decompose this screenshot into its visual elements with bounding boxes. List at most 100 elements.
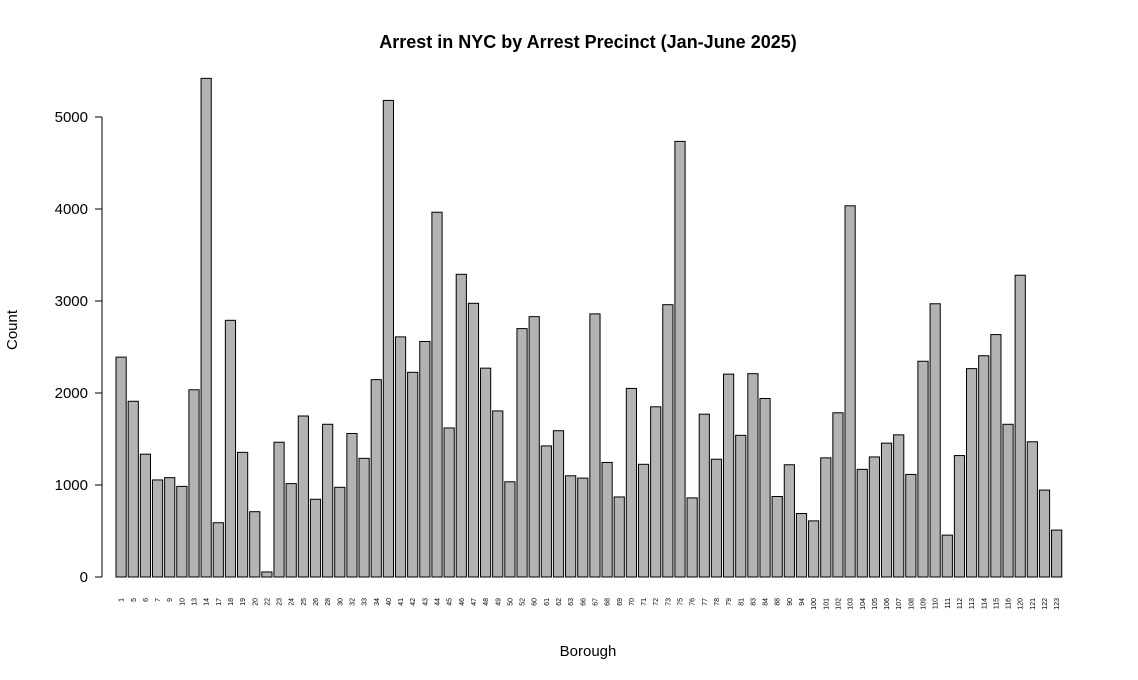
bar-precinct-105: [868, 456, 880, 578]
y-tick-label: 0: [80, 569, 88, 586]
x-tick-label: 114: [981, 598, 988, 609]
y-tick-label: 1000: [55, 477, 88, 494]
bar-precinct-68: [601, 461, 613, 578]
x-tick-label: 32: [349, 598, 356, 606]
y-tick-label: 4000: [55, 201, 88, 218]
bars-group: [115, 77, 1063, 578]
x-tick-label: 25: [301, 598, 308, 606]
x-tick-label: 111: [945, 598, 952, 609]
x-tick-label: 42: [410, 598, 417, 606]
bar-precinct-32: [346, 432, 358, 578]
y-tick-label: 2000: [55, 385, 88, 402]
bar-precinct-19: [237, 451, 249, 578]
bar-precinct-10: [176, 485, 188, 578]
bar-precinct-34: [370, 379, 382, 578]
bar-precinct-103: [844, 205, 856, 578]
x-tick-label: 46: [459, 598, 466, 606]
bar-precinct-102: [832, 412, 844, 578]
bar-precinct-18: [224, 319, 237, 578]
x-tick-label: 67: [592, 598, 599, 606]
x-tick-label: 108: [908, 598, 915, 610]
x-tick-label: 41: [398, 598, 405, 606]
x-tick-label: 122: [1042, 598, 1049, 610]
bar-precinct-52: [516, 328, 528, 578]
x-tick-label: 40: [386, 598, 393, 606]
x-tick-label: 115: [993, 598, 1000, 609]
bar-precinct-62: [552, 430, 565, 578]
x-tick-label: 61: [544, 598, 551, 606]
bar-precinct-46: [455, 273, 467, 578]
bar-precinct-75: [674, 140, 686, 578]
x-tick-label: 78: [714, 598, 721, 606]
x-tick-label: 22: [264, 598, 271, 606]
y-tick-label: 3000: [55, 293, 88, 310]
x-tick-label: 20: [252, 598, 259, 606]
x-tick-label: 102: [835, 598, 842, 610]
bar-precinct-66: [577, 477, 589, 578]
chart-title: Arrest in NYC by Arrest Precinct (Jan-Ju…: [379, 32, 796, 52]
x-tick-label: 70: [629, 598, 636, 606]
bar-precinct-43: [419, 340, 431, 578]
bar-precinct-9: [164, 477, 176, 578]
x-tick-label: 63: [568, 598, 575, 606]
bar-precinct-63: [565, 475, 577, 578]
bar-precinct-49: [492, 410, 504, 578]
x-tick-label: 50: [507, 598, 514, 606]
x-tick-label: 44: [435, 598, 442, 606]
x-tick-label: 34: [374, 598, 381, 606]
x-tick-label: 123: [1054, 598, 1061, 610]
x-tick-label: 33: [362, 598, 369, 606]
bar-precinct-115: [990, 334, 1002, 578]
x-tick-label: 105: [872, 598, 879, 610]
x-tick-label: 112: [957, 598, 964, 609]
bar-precinct-84: [759, 398, 771, 578]
x-tick-label: 77: [702, 598, 709, 606]
x-tick-label: 1: [119, 598, 126, 602]
bar-precinct-104: [856, 468, 868, 578]
x-tick-label: 69: [617, 598, 624, 606]
bar-precinct-5: [127, 400, 139, 578]
y-tick-label: 5000: [55, 109, 88, 126]
bar-precinct-60: [528, 316, 540, 578]
bar-precinct-100: [808, 520, 820, 578]
bar-precinct-70: [625, 387, 637, 578]
x-tick-label: 71: [641, 598, 648, 606]
x-tick-label: 94: [799, 598, 806, 606]
bar-precinct-121: [1026, 441, 1038, 578]
bar-precinct-28: [322, 423, 334, 578]
x-tick-label: 45: [447, 598, 454, 606]
x-tick-label: 107: [896, 598, 903, 610]
bar-precinct-24: [285, 483, 297, 578]
bar-precinct-123: [1051, 529, 1063, 578]
bar-precinct-106: [880, 442, 893, 578]
x-tick-label: 62: [556, 598, 563, 606]
bar-precinct-7: [151, 479, 164, 578]
bar-precinct-114: [978, 355, 990, 578]
x-tick-label: 75: [678, 598, 685, 606]
x-tick-label: 24: [289, 598, 296, 606]
bar-precinct-33: [358, 457, 370, 578]
bar-precinct-44: [431, 211, 443, 578]
x-tick-label: 18: [228, 598, 235, 606]
bar-precinct-41: [394, 336, 407, 578]
x-tick-label: 47: [471, 598, 478, 606]
bar-precinct-109: [917, 360, 929, 578]
x-tick-label: 79: [726, 598, 733, 606]
x-tick-label: 9: [167, 598, 174, 602]
x-tick-label: 23: [277, 598, 284, 606]
x-tick-label: 100: [811, 598, 818, 610]
x-tick-label: 120: [1018, 598, 1025, 610]
bar-precinct-48: [480, 367, 492, 578]
x-tick-label: 76: [690, 598, 697, 606]
x-tick-label: 106: [884, 598, 891, 610]
x-tick-label: 84: [763, 598, 770, 606]
bar-precinct-30: [334, 486, 346, 578]
x-tick-label: 103: [848, 598, 855, 610]
bar-precinct-90: [783, 464, 795, 578]
bar-precinct-26: [309, 498, 322, 578]
x-tick-label: 6: [143, 598, 150, 602]
bar-precinct-113: [966, 368, 978, 578]
bar-precinct-88: [771, 496, 783, 578]
bar-precinct-6: [139, 453, 152, 578]
